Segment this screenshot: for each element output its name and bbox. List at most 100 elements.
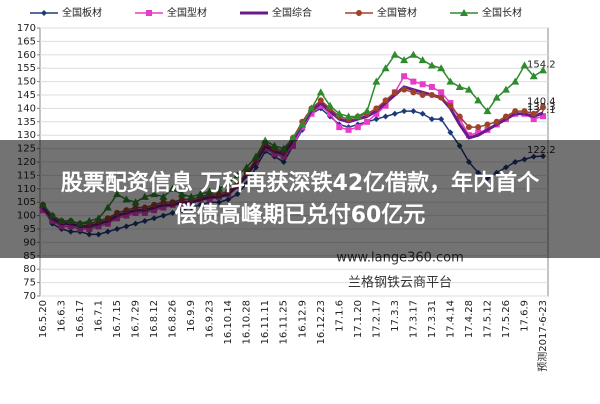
marker [336,124,343,131]
watermark: 兰格钢铁云商平台 [348,275,452,291]
marker [381,64,390,72]
marker [475,129,482,136]
x-tick-label: 16.12.23 [316,300,327,345]
x-tick-label: 16.8.26 [168,300,179,338]
marker [456,113,463,120]
marker [410,89,417,96]
x-tick-label: 17.4.28 [464,300,475,338]
marker [419,92,426,98]
x-tick-label: 17.5.26 [501,300,512,338]
marker [530,110,537,117]
marker [353,112,362,120]
marker [382,113,389,120]
marker [447,102,454,109]
x-tick-label: 17.2.17 [371,300,382,338]
marker [327,110,334,117]
x-tick-label: 16.11.11 [260,300,271,345]
legend-label: 全国板材 [62,6,102,19]
marker [289,133,297,141]
marker [446,77,455,85]
marker [345,126,352,133]
marker [501,85,510,93]
x-tick-label: 16.9.9 [186,300,197,332]
end-label: 137.1 [527,105,556,116]
marker [465,124,472,131]
marker [521,108,528,115]
marker [401,108,408,115]
marker [308,110,315,117]
x-tick-label: 16.5.20 [38,300,49,338]
marker [363,107,372,115]
y-tick-label: 170 [17,23,36,34]
legend-label: 全国长材 [482,6,522,19]
marker [460,9,468,16]
marker [41,10,47,16]
marker [146,10,152,16]
marker [539,66,547,74]
marker [428,92,435,98]
marker [512,108,519,115]
marker [373,110,380,117]
x-tick-label: 16.10.28 [242,300,253,345]
marker [400,56,409,64]
marker [438,94,445,101]
marker [326,101,335,109]
marker [372,77,381,85]
end-label: 154.2 [527,59,556,70]
marker [484,121,491,128]
marker [390,50,399,58]
marker [401,86,408,93]
y-tick-label: 75 [23,278,36,289]
marker [307,104,316,112]
marker [474,96,483,104]
y-tick-label: 160 [17,50,36,61]
x-tick-label: 16.12.9 [297,300,308,338]
marker [492,93,501,101]
x-tick-label: 16.10.14 [223,300,234,345]
marker [382,97,389,104]
legend-label: 全国型材 [167,6,207,19]
marker [438,89,445,96]
marker [356,10,362,16]
marker [529,72,538,80]
marker [391,89,398,96]
x-tick-label: 17.1.6 [334,300,345,332]
x-tick-label: 17.5.12 [482,300,493,338]
marker [502,113,509,120]
marker [317,102,324,109]
marker [382,102,389,109]
legend-label: 全国综合 [272,6,312,19]
headline: 股票配资信息 万科再获深铁42亿借款，年内首个 [61,170,540,196]
x-tick-label: 16.9.23 [205,300,216,338]
y-tick-label: 155 [17,63,36,74]
marker [475,124,482,131]
x-tick-label: 17.3.31 [427,300,438,338]
y-tick-label: 165 [17,36,36,47]
marker [335,109,344,117]
marker [427,61,436,69]
marker [419,110,426,117]
marker [428,116,435,123]
legend: 全国板材 全国型材 全国综合 全国管材 全国长材 [30,6,522,19]
y-tick-label: 130 [17,130,36,141]
x-tick-label: 17.1.20 [353,300,364,338]
marker [520,61,529,69]
headline: 偿债高峰期已兑付60亿元 [175,202,426,228]
marker [540,113,546,120]
x-tick-label: 17.3.3 [390,300,401,332]
marker [298,120,307,128]
x-tick-label: 16.7.29 [131,300,142,338]
x-tick-label: 17.3.17 [408,300,419,338]
marker [419,81,426,88]
marker [401,73,408,80]
marker [511,77,520,85]
x-tick-label: 预测2017-6-23 [536,300,549,372]
y-tick-label: 80 [23,264,36,275]
x-tick-label: 16.6.3 [57,300,68,332]
marker [354,124,361,131]
marker [483,107,492,115]
x-tick-label: 16.7.15 [112,300,123,338]
y-tick-label: 70 [23,291,36,302]
headline-banner [0,140,600,258]
